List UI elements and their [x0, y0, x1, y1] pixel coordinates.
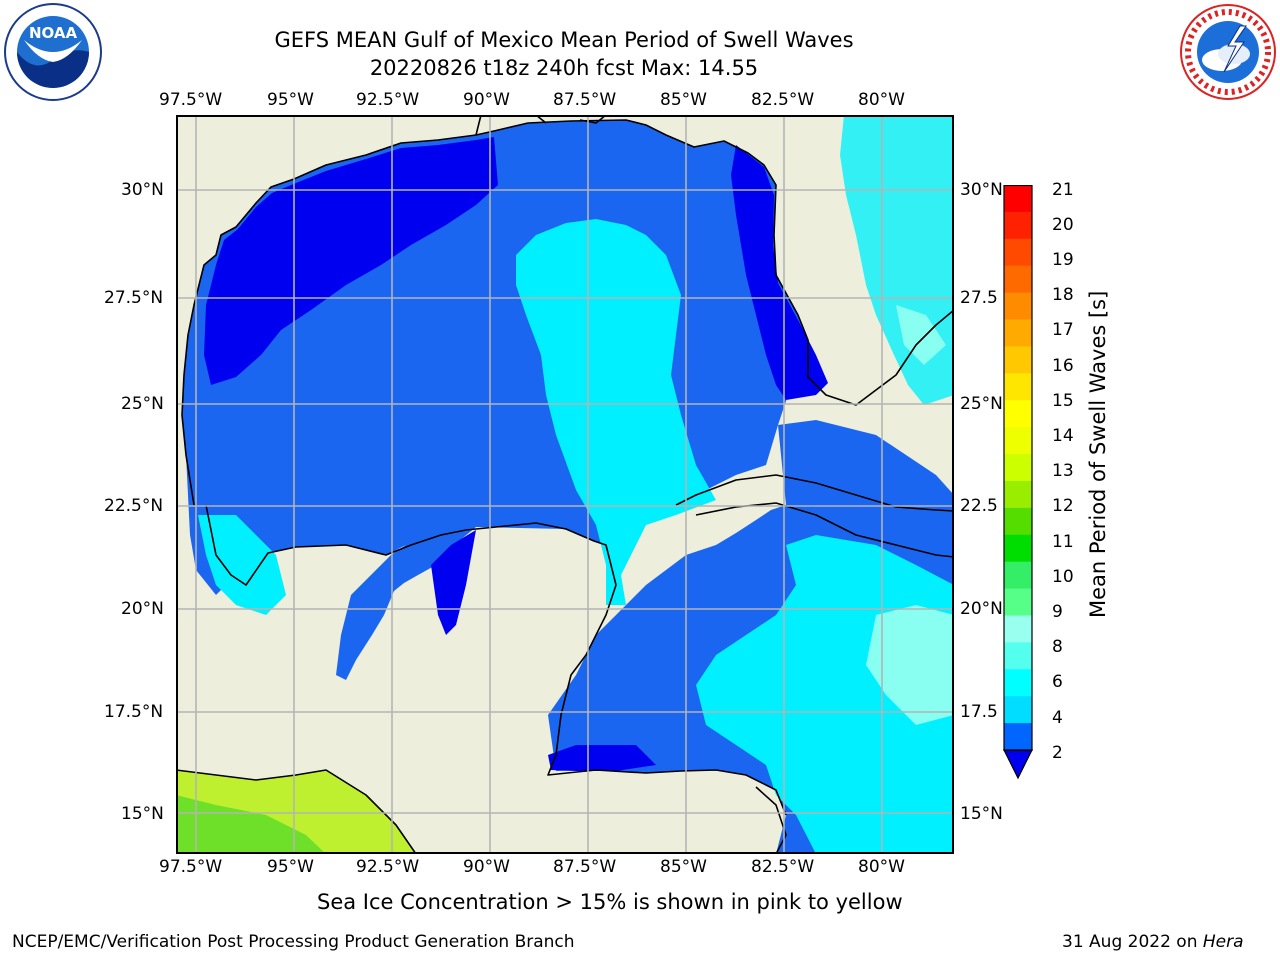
lat-tick-left: 25°N: [121, 394, 164, 414]
lon-tick-bottom: 97.5°W: [159, 857, 223, 877]
lat-tick-left: 20°N: [121, 599, 164, 619]
colorbar-tick: 9: [1052, 602, 1063, 622]
footer-credit: NCEP/EMC/Verification Post Processing Pr…: [12, 932, 575, 952]
lat-tick-left: 17.5°N: [104, 702, 164, 722]
colorbar-swatch: [1004, 400, 1032, 428]
pacific-water-dark: [176, 795, 326, 854]
colorbar-tick: 12: [1052, 496, 1074, 516]
colorbar-tick: 19: [1052, 250, 1074, 270]
colorbar-swatch: [1004, 480, 1032, 509]
colorbar-tick: 14: [1052, 426, 1074, 446]
footer-machine: Hera: [1202, 932, 1244, 952]
colorbar-frame: [1003, 184, 1033, 752]
lat-tick-left: 30°N: [121, 180, 164, 200]
lat-tick-left: 27.5°N: [104, 288, 164, 308]
lon-tick-top: 95°W: [267, 90, 314, 110]
lat-tick-right: 25°N: [960, 394, 1003, 414]
colorbar-tick: 15: [1052, 391, 1074, 411]
lat-tick-right: 27.5: [960, 288, 998, 308]
lon-tick-bottom: 95°W: [267, 857, 314, 877]
colorbar-swatch: [1004, 265, 1032, 294]
colorbar-swatch: [1004, 238, 1032, 267]
colorbar-tick: 11: [1052, 532, 1074, 552]
colorbar-swatch: [1004, 373, 1032, 401]
footer-date-text: 31 Aug 2022 on: [1062, 932, 1203, 952]
colorbar-tick: 18: [1052, 285, 1074, 305]
colorbar-swatch: [1004, 669, 1032, 697]
lon-tick-top: 87.5°W: [553, 90, 617, 110]
lon-tick-bottom: 90°W: [463, 857, 510, 877]
lon-tick-top: 90°W: [463, 90, 510, 110]
ice-note: Sea Ice Concentration > 15% is shown in …: [317, 890, 903, 914]
colorbar-label: Mean Period of Swell Waves [s]: [1086, 290, 1110, 618]
colorbar-tick: 2: [1052, 743, 1063, 763]
map-frame: [176, 115, 954, 854]
lat-tick-right: 30°N: [960, 180, 1003, 200]
shelf-texas-louisiana: [204, 137, 498, 385]
footer-date: 31 Aug 2022 on Hera: [1062, 932, 1244, 952]
colorbar-swatches: [1003, 184, 1033, 780]
lon-tick-top: 82.5°W: [751, 90, 815, 110]
noaa-logo: NOAA: [2, 2, 104, 102]
colorbar-swatch: [1004, 534, 1032, 563]
colorbar-swatch: [1004, 642, 1032, 670]
colorbar-swatch: [1004, 346, 1032, 374]
swell-atlantic-light: [896, 305, 946, 365]
lat-tick-right: 15°N: [960, 804, 1003, 824]
lon-tick-bottom: 85°W: [660, 857, 707, 877]
colorbar: [1000, 184, 1040, 785]
shelf-florida: [731, 145, 828, 400]
colorbar-swatch: [1004, 696, 1032, 724]
shelf-caribbean-west: [548, 745, 656, 771]
lat-tick-right: 17.5: [960, 702, 998, 722]
colorbar-swatch: [1004, 561, 1032, 590]
colorbar-swatch: [1004, 454, 1032, 482]
swell-caribbean-light: [866, 605, 954, 725]
coastlines: [176, 115, 954, 854]
lon-tick-bottom: 82.5°W: [751, 857, 815, 877]
colorbar-tick: 8: [1052, 637, 1063, 657]
colorbar-swatch: [1004, 427, 1032, 455]
swell-patch-west: [198, 515, 286, 615]
colorbar-tick: 13: [1052, 461, 1074, 481]
colorbar-swatch: [1004, 588, 1032, 616]
colorbar-tick: 20: [1052, 215, 1074, 235]
colorbar-extend-triangle: [1003, 749, 1033, 780]
map-subtitle: 20220826 t18z 240h fcst Max: 14.55: [369, 56, 759, 80]
colorbar-tick: 10: [1052, 567, 1074, 587]
map-title: GEFS MEAN Gulf of Mexico Mean Period of …: [274, 28, 854, 52]
colorbar-swatch: [1004, 319, 1032, 347]
lon-tick-top: 80°W: [858, 90, 905, 110]
colorbar-tick: 17: [1052, 320, 1074, 340]
lon-tick-top: 92.5°W: [356, 90, 420, 110]
colorbar-tick: 16: [1052, 356, 1074, 376]
colorbar-swatch: [1004, 185, 1032, 213]
lat-tick-left: 22.5°N: [104, 496, 164, 516]
graticule: [176, 115, 954, 854]
noaa-logo-text: NOAA: [29, 24, 78, 42]
swell-tongue: [516, 219, 716, 605]
colorbar-swatch: [1004, 615, 1032, 643]
colorbar-tick: 6: [1052, 672, 1063, 692]
nws-logo: [1178, 2, 1278, 102]
lon-tick-bottom: 87.5°W: [553, 857, 617, 877]
colorbar-swatch: [1004, 723, 1032, 751]
map-canvas: [176, 115, 954, 854]
lon-tick-top: 97.5°W: [159, 90, 223, 110]
lat-tick-right: 22.5: [960, 496, 998, 516]
colorbar-swatch: [1004, 507, 1032, 536]
lat-tick-left: 15°N: [121, 804, 164, 824]
colorbar-swatch: [1004, 292, 1032, 321]
lat-tick-right: 20°N: [960, 599, 1003, 619]
colorbar-swatch: [1004, 211, 1032, 240]
colorbar-ticks: 21 20 19 18 17 16 15 14 13 12 11 10 9 8 …: [1052, 180, 1112, 763]
lon-tick-bottom: 80°W: [858, 857, 905, 877]
colorbar-tick: 4: [1052, 708, 1063, 728]
lon-tick-top: 85°W: [660, 90, 707, 110]
map-panel[interactable]: [176, 115, 954, 854]
colorbar-tick: 21: [1052, 180, 1074, 200]
lon-tick-bottom: 92.5°W: [356, 857, 420, 877]
